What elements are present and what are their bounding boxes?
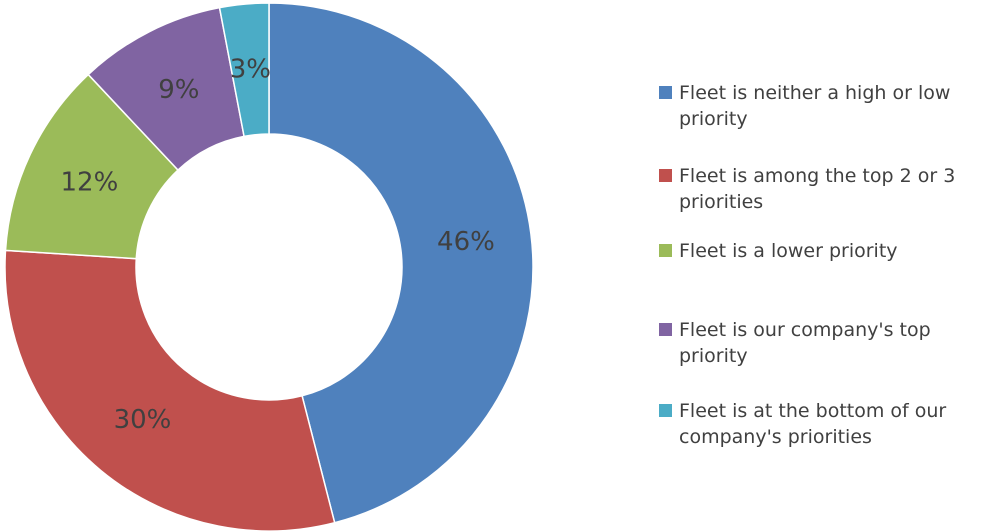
data-label-neutral: 46% xyxy=(437,227,495,257)
donut-slices xyxy=(4,2,534,531)
legend-label-neutral: Fleet is neither a high or low priority xyxy=(679,82,951,130)
legend-swatch-top xyxy=(659,323,672,336)
legend-swatch-bottom xyxy=(659,404,672,417)
legend-label-bottom: Fleet is at the bottom of our company's … xyxy=(679,400,947,448)
data-label-top-2-3: 30% xyxy=(114,405,172,435)
legend-label-top: Fleet is our company's top priority xyxy=(679,319,931,367)
legend-item-top: Fleet is our company's top priority xyxy=(659,317,1002,369)
legend-label-lower: Fleet is a lower priority xyxy=(679,240,898,262)
legend-item-bottom: Fleet is at the bottom of our company's … xyxy=(659,398,1002,450)
data-label-lower: 12% xyxy=(60,167,118,197)
legend-item-lower: Fleet is a lower priority xyxy=(659,238,1002,264)
legend-item-top-2-3: Fleet is among the top 2 or 3 priorities xyxy=(659,163,1002,215)
legend-swatch-neutral xyxy=(659,86,672,99)
data-label-top: 9% xyxy=(158,75,199,105)
slice-bottom xyxy=(218,2,270,138)
legend-item-neutral: Fleet is neither a high or low priority xyxy=(659,80,1002,132)
legend: Fleet is neither a high or low priority … xyxy=(659,0,1002,531)
legend-label-top-2-3: Fleet is among the top 2 or 3 priorities xyxy=(679,165,956,213)
donut-data-labels: 46% 30% 12% 9% 3% xyxy=(60,54,494,435)
slice-neutral xyxy=(268,2,534,524)
slice-top-2-3 xyxy=(4,249,336,531)
legend-swatch-lower xyxy=(659,244,672,257)
data-label-bottom: 3% xyxy=(230,54,271,84)
legend-swatch-top-2-3 xyxy=(659,169,672,182)
